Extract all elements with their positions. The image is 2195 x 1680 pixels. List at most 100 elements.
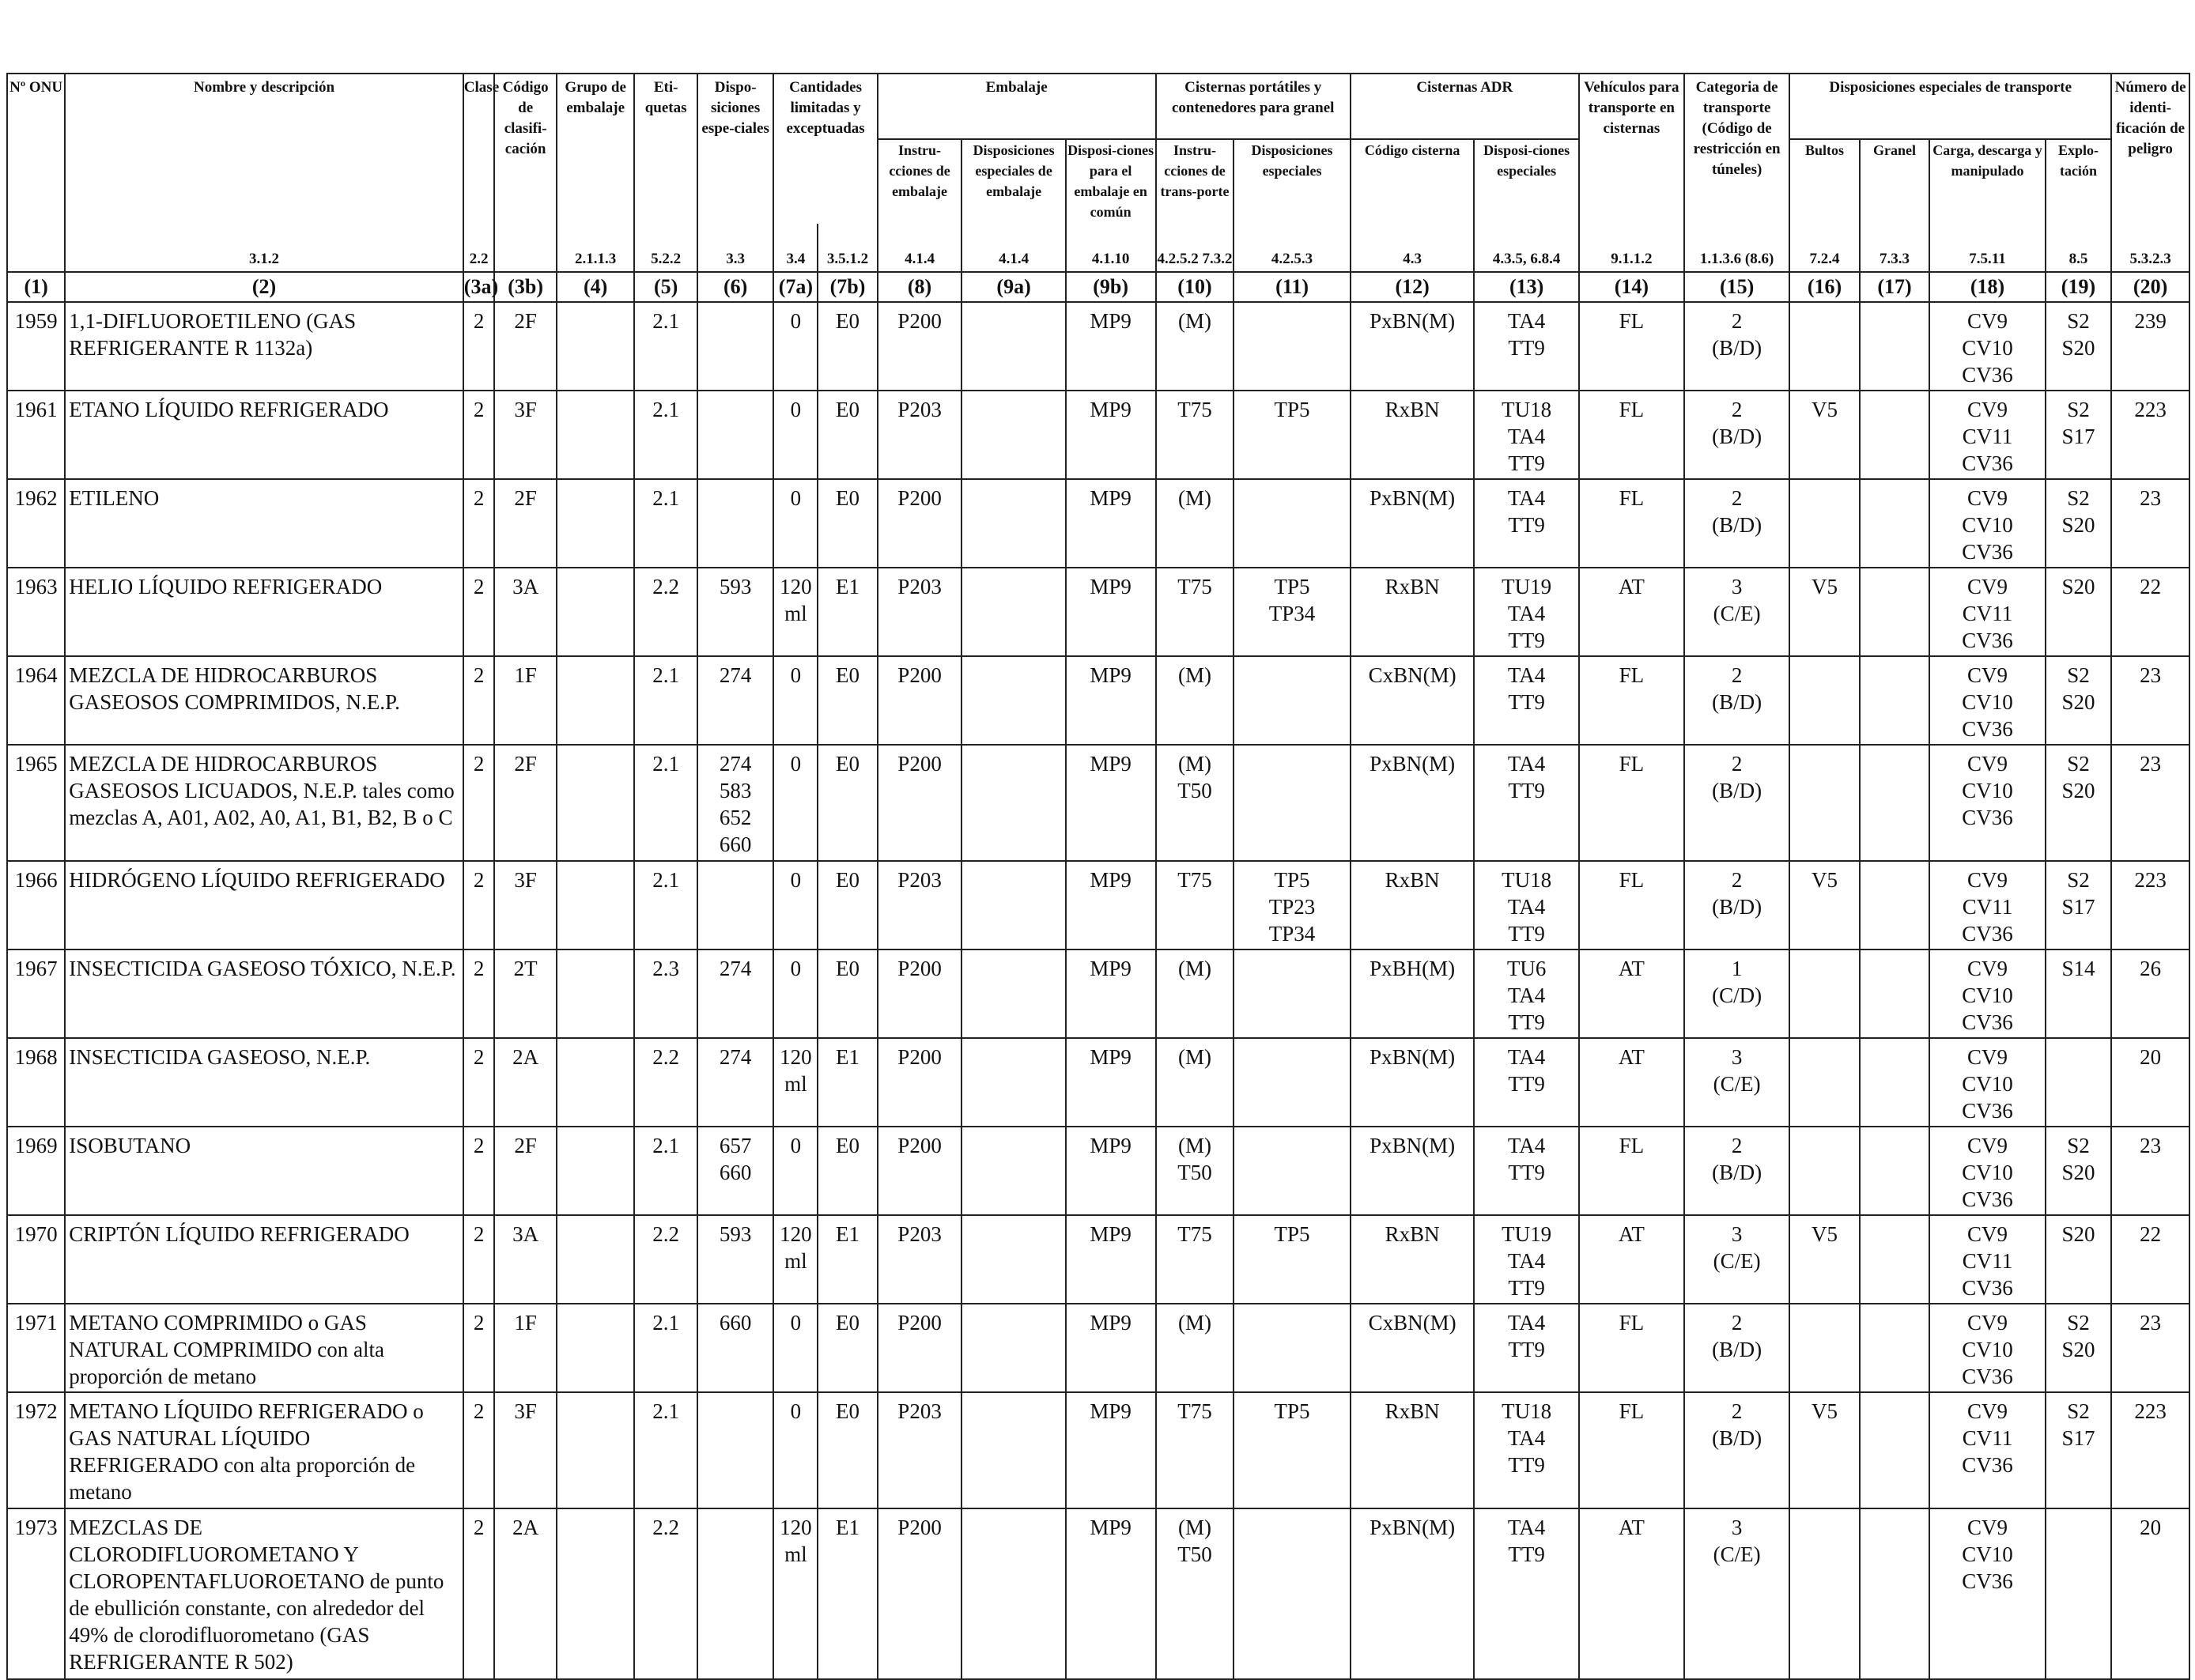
cell-explot (2044, 1037, 2113, 1127)
header-tank-code: Código cisterna (1349, 138, 1475, 224)
cell-cist_instr: T75 (1154, 1391, 1235, 1509)
dangerous-goods-table: Nº ONU Nombre y descripción Clase Código… (6, 73, 2190, 1680)
cell-cist_disp (1233, 744, 1351, 862)
cell-categoria: 2 (B/D) (1683, 301, 1791, 391)
cell-eq: E0 (817, 1391, 878, 1509)
header-adr-tank-special: Disposi-ciones especiales (1473, 138, 1580, 224)
cell-name: METANO LÍQUIDO REFRIGERADO o GAS NATURAL… (64, 1391, 464, 1509)
cell-mp: MP9 (1064, 949, 1157, 1039)
cell-disp: 274 (696, 949, 775, 1039)
cell-carga: CV9 CV10 CV36 (1929, 1126, 2046, 1216)
colnum-7b: (7b) (817, 271, 878, 303)
cell-peligro: 23 (2110, 1126, 2190, 1216)
cell-mp: MP9 (1064, 744, 1157, 862)
cell-cist_adr_disp: TA4 TT9 (1473, 301, 1580, 391)
colnum-5: (5) (633, 271, 698, 303)
table-row: 1967 INSECTICIDA GASEOSO TÓXICO, N.E.P. 2 2… (6, 949, 2190, 1039)
header-tank-vehicles: Vehículos para transporte en cisternas (1577, 73, 1686, 224)
cell-carga: CV9 CV10 CV36 (1929, 949, 2046, 1039)
cell-codigo: 2F (493, 1126, 557, 1216)
cell-name: INSECTICIDA GASEOSO, N.E.P. (64, 1037, 464, 1127)
cell-cist_instr: (M) (1154, 1037, 1235, 1127)
header-class: Clase (462, 73, 499, 224)
cell-mp: MP9 (1064, 1126, 1157, 1216)
cell-disp_emb (961, 1214, 1067, 1304)
cell-cist_disp (1233, 655, 1351, 746)
cell-cist_disp (1233, 1508, 1351, 1680)
cell-lq: 0 (773, 949, 819, 1039)
section-mixed: 4.1.10 (1064, 224, 1157, 273)
cell-peligro: 23 (2110, 478, 2190, 568)
cell-cist_disp (1233, 949, 1351, 1039)
section-group: 2.1.1.3 (555, 224, 636, 273)
colnum-2: (2) (64, 271, 464, 303)
cell-instr: P200 (876, 1037, 963, 1127)
section-lq: 3.4 (773, 224, 819, 273)
cell-mp: MP9 (1064, 1303, 1157, 1393)
section-bulk: 7.3.3 (1858, 224, 1931, 273)
cell-cist_instr: (M) (1154, 655, 1235, 746)
colnum-12: (12) (1349, 271, 1475, 303)
cell-carga: CV9 CV11 CV36 (1929, 860, 2046, 950)
cell-bultos (1789, 1037, 1861, 1127)
cell-bultos (1789, 949, 1861, 1039)
cell-codigo: 3A (493, 1214, 557, 1304)
cell-disp (696, 301, 775, 391)
cell-disp_emb (961, 860, 1067, 950)
table-row: 1961 ETANO LÍQUIDO REFRIGERADO 2 3F 2.1 0 E0 P2… (6, 390, 2190, 480)
cell-granel (1858, 1391, 1931, 1509)
table-row: 1968 INSECTICIDA GASEOSO, N.E.P. 2 2A 2.2 274… (6, 1037, 2190, 1127)
cell-cist_adr_disp: TA4 TT9 (1473, 744, 1580, 862)
cell-granel (1858, 1037, 1931, 1127)
cell-cist_instr: T75 (1154, 860, 1235, 950)
cell-vehiculos: FL (1577, 744, 1686, 862)
cell-eq: E0 (817, 301, 878, 391)
cell-bultos: V5 (1789, 1391, 1861, 1509)
cell-etiquetas: 2.2 (633, 1214, 698, 1304)
cell-cist_adr_disp: TA4 TT9 (1473, 1508, 1580, 1680)
cell-lq: 0 (773, 1126, 819, 1216)
cell-etiquetas: 2.2 (633, 1508, 698, 1680)
cell-eq: E0 (817, 860, 878, 950)
cell-explot: S2 S20 (2044, 1303, 2113, 1393)
cell-vehiculos: FL (1577, 390, 1686, 480)
section-onu (6, 224, 66, 273)
cell-grupo (555, 860, 636, 950)
cell-cod_cist: PxBN(M) (1349, 1126, 1475, 1216)
cell-carga: CV9 CV11 CV36 (1929, 390, 2046, 480)
cell-bultos: V5 (1789, 567, 1861, 657)
cell-explot: S2 S20 (2044, 655, 2113, 746)
colnum-9b: (9b) (1064, 271, 1157, 303)
cell-disp_emb (961, 1126, 1067, 1216)
header-transport-category: Categoria de transporte (Código de restr… (1683, 73, 1791, 224)
cell-etiquetas: 2.1 (633, 655, 698, 746)
cell-lq: 0 (773, 860, 819, 950)
cell-instr: P200 (876, 1126, 963, 1216)
colnum-7a: (7a) (773, 271, 819, 303)
cell-lq: 0 (773, 390, 819, 480)
section-tank-code: 4.3 (1349, 224, 1475, 273)
cell-bultos (1789, 301, 1861, 391)
cell-disp_emb (961, 655, 1067, 746)
cell-vehiculos: FL (1577, 1303, 1686, 1393)
section-operation: 8.5 (2044, 224, 2113, 273)
cell-disp_emb (961, 1391, 1067, 1509)
table-row: 1969 ISOBUTANO 2 2F 2.1 657 660 0 E0 P200 MP9 (M) … (6, 1126, 2190, 1216)
table-row: 1962 ETILENO 2 2F 2.1 0 E0 P200 MP9 (M) PxBN(M) TA4… (6, 478, 2190, 568)
cell-onu: 1961 (6, 390, 66, 480)
cell-categoria: 2 (B/D) (1683, 744, 1791, 862)
section-packing-special: 4.1.4 (961, 224, 1067, 273)
cell-peligro: 23 (2110, 744, 2190, 862)
header-labels: Eti-quetas (633, 73, 698, 224)
cell-cist_adr_disp: TU6 TA4 TT9 (1473, 949, 1580, 1039)
cell-vehiculos: FL (1577, 301, 1686, 391)
colnum-3a: (3a) (462, 271, 498, 303)
cell-explot: S20 (2044, 567, 2113, 657)
cell-disp_emb (961, 390, 1067, 480)
cell-onu: 1966 (6, 860, 66, 950)
cell-mp: MP9 (1064, 390, 1157, 480)
cell-cist_disp (1233, 478, 1351, 568)
cell-cist_adr_disp: TA4 TT9 (1473, 655, 1580, 746)
cell-eq: E0 (817, 1303, 878, 1393)
cell-clase: 2 (462, 1391, 496, 1509)
